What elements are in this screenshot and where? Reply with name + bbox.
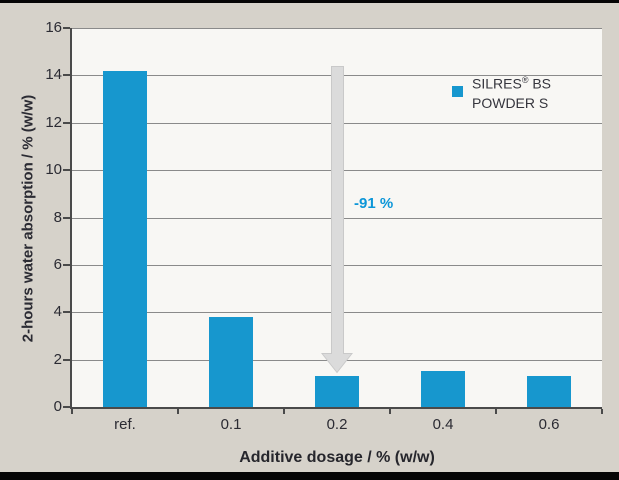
x-tick-label-0.1: 0.1 <box>220 416 242 433</box>
legend: SILRES® BS POWDER S <box>452 71 551 113</box>
y-tick-mark-16 <box>63 27 70 29</box>
reduction-annotation: -91 % <box>354 195 394 212</box>
y-tick-label-0: 0 <box>53 398 62 415</box>
x-tick-mark-0 <box>71 409 73 414</box>
y-tick-mark-6 <box>63 263 70 266</box>
bar-0.4 <box>421 371 465 407</box>
x-tick-mark-5 <box>601 409 603 414</box>
y-tick-mark-8 <box>63 216 70 219</box>
legend-swatch-icon <box>452 86 463 98</box>
bar-0.1 <box>209 317 253 407</box>
bottom-border-strip <box>0 472 619 480</box>
y-tick-label-6: 6 <box>53 255 62 273</box>
x-tick-label-0.4: 0.4 <box>432 416 454 433</box>
bar-0.2 <box>315 376 359 407</box>
x-tick-mark-1 <box>177 409 179 414</box>
y-tick-mark-14 <box>63 74 70 77</box>
bar-ref. <box>103 71 147 407</box>
x-axis-title: Additive dosage / % (w/w) <box>239 449 435 466</box>
x-tick-mark-2 <box>283 409 285 414</box>
y-tick-label-2: 2 <box>53 350 62 368</box>
y-tick-label-4: 4 <box>53 303 62 321</box>
y-tick-label-14: 14 <box>45 66 62 84</box>
x-tick-mark-4 <box>495 409 497 414</box>
x-tick-label-0.2: 0.2 <box>326 416 348 433</box>
x-tick-label-ref.: ref. <box>114 416 136 433</box>
y-axis-line <box>70 28 72 409</box>
legend-label: SILRES® BS POWDER S <box>472 71 551 113</box>
top-border-strip <box>0 0 619 3</box>
legend-label-line1: SILRES® BS <box>472 75 552 92</box>
y-tick-label-12: 12 <box>45 113 62 131</box>
y-tick-label-16: 16 <box>45 19 62 36</box>
y-tick-mark-4 <box>63 311 70 314</box>
legend-label-line2: POWDER S <box>472 94 549 111</box>
y-tick-label-8: 8 <box>53 208 62 226</box>
decrease-arrow-icon <box>321 66 353 374</box>
y-tick-mark-10 <box>63 169 70 172</box>
y-tick-mark-0 <box>63 406 70 408</box>
x-tick-mark-3 <box>389 409 391 414</box>
gridline-16 <box>72 28 602 29</box>
y-tick-mark-2 <box>63 358 70 361</box>
y-tick-label-10: 10 <box>45 161 62 179</box>
x-axis-line <box>70 407 602 409</box>
bar-0.6 <box>527 376 571 407</box>
x-tick-label-0.6: 0.6 <box>538 416 560 433</box>
y-tick-mark-12 <box>63 121 70 124</box>
